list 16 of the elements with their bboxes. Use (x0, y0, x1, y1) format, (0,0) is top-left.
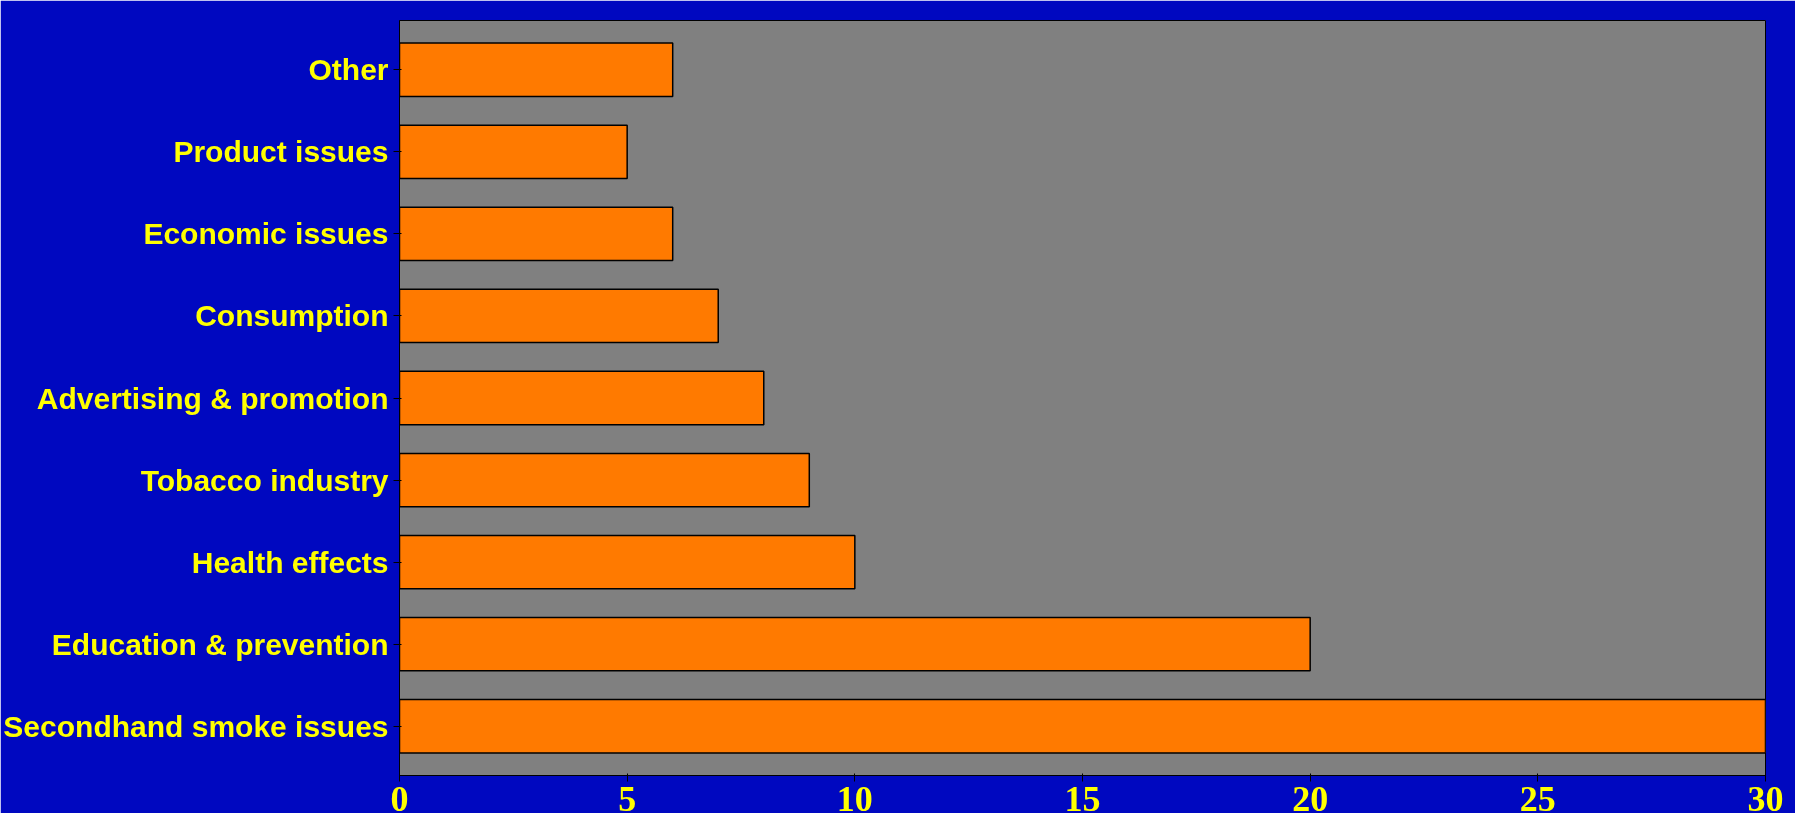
x-tick-label: 20 (1292, 778, 1329, 813)
x-tick-label: 15 (1064, 778, 1101, 813)
y-tick-label: Secondhand smoke issues (3, 709, 389, 743)
y-tick-label: Consumption (195, 299, 389, 333)
x-tick-label: 10 (836, 778, 873, 813)
y-tick-label: Education & prevention (51, 627, 389, 661)
y-tick-label: Economic issues (143, 217, 389, 251)
y-tick-label: Health effects (191, 545, 389, 579)
x-tick-label: 25 (1519, 778, 1556, 813)
y-tick-label: Product issues (173, 135, 389, 169)
y-tick-label: Other (308, 53, 389, 87)
x-tick-label: 30 (1747, 778, 1784, 813)
x-tick-label: 5 (618, 778, 637, 813)
y-tick-label: Tobacco industry (140, 463, 389, 497)
x-tick-label: 0 (390, 778, 409, 813)
y-tick-label: Advertising & promotion (36, 381, 389, 415)
